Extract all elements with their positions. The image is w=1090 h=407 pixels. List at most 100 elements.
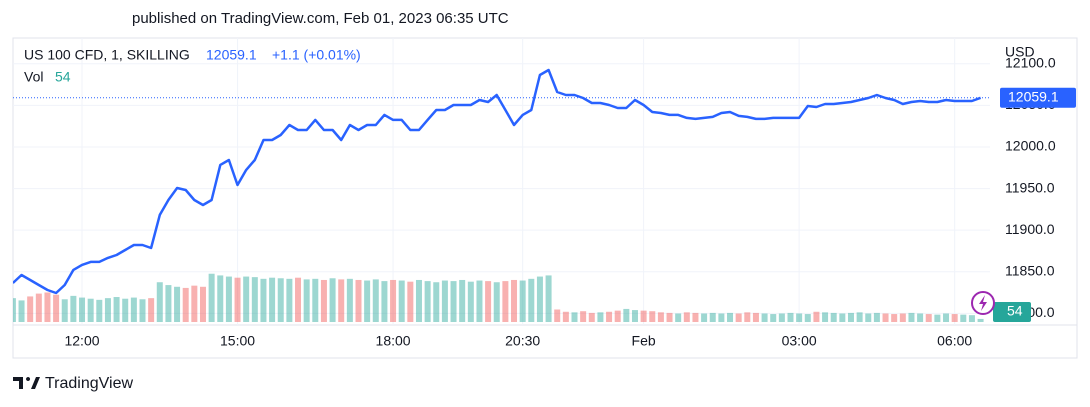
volume-bar [312, 278, 319, 322]
price-label-box [1000, 87, 1076, 108]
volume-bar [424, 281, 431, 322]
volume-bar [174, 286, 181, 322]
y-tick-label: 11950.0 [1005, 179, 1055, 195]
x-tick-label: 15:00 [220, 333, 255, 349]
volume-bar [968, 315, 975, 322]
volume-bar [562, 311, 569, 322]
volume-bar [130, 297, 137, 322]
volume-bar [882, 313, 889, 322]
volume-bar [234, 277, 241, 322]
volume-bar [338, 279, 345, 322]
footer-logo [13, 377, 40, 389]
volume-bar [683, 312, 690, 322]
volume-bar [951, 314, 958, 322]
volume-bar [597, 312, 604, 322]
volume-bar [415, 279, 422, 322]
volume-bar [260, 278, 267, 322]
volume-bar [286, 278, 293, 322]
volume-bar [493, 282, 500, 322]
volume-bar [735, 313, 742, 322]
volume-bar [839, 313, 846, 322]
volume-bar [355, 279, 362, 322]
volume-bar [277, 278, 284, 322]
volume-bar [752, 312, 759, 322]
volume-bar [113, 297, 120, 322]
x-tick-label: Feb [632, 333, 656, 349]
volume-bar [407, 281, 414, 322]
volume-bar [813, 311, 820, 322]
volume-bar [917, 313, 924, 322]
volume-bar [243, 276, 250, 322]
volume-bar [467, 281, 474, 322]
published-note: published on TradingView.com, Feb 01, 20… [132, 10, 509, 27]
volume-bar [657, 312, 664, 322]
last-price: 12059.1 [206, 47, 257, 63]
volume-bar [199, 286, 206, 322]
volume-bar [623, 308, 630, 322]
volume-bar [511, 279, 518, 322]
x-tick-label: 06:00 [937, 333, 972, 349]
currency: USD [1005, 44, 1035, 60]
y-tick-label: 11900.0 [1005, 221, 1055, 237]
volume-legend: Vol [24, 69, 43, 85]
volume-bar [873, 312, 880, 322]
volume-bar [320, 279, 327, 322]
volume-bar [53, 294, 60, 322]
volume-label-box [993, 302, 1031, 322]
volume-bar [666, 312, 673, 322]
volume-bar [251, 277, 258, 322]
volume-bar [701, 313, 708, 322]
price-change: +1.1 (+0.01%) [272, 47, 361, 63]
volume-bar [87, 298, 94, 322]
volume-bar [390, 279, 397, 322]
volume-bar [925, 314, 932, 322]
volume-bar [692, 312, 699, 322]
volume-bar [796, 313, 803, 322]
volume-bar [908, 312, 915, 322]
chart-frame [12, 37, 1078, 359]
volume-bar [571, 312, 578, 322]
volume-bar [614, 310, 621, 322]
volume-bar [502, 281, 509, 322]
x-tick-label: 12:00 [64, 333, 99, 349]
volume-bar [778, 313, 785, 322]
volume-bar [450, 281, 457, 322]
volume-bar [269, 277, 276, 322]
volume-bar [588, 312, 595, 322]
volume-bar [770, 314, 777, 322]
volume-bar [528, 278, 535, 322]
footer-brand: TradingView [45, 375, 133, 392]
volume-bar [960, 314, 967, 322]
x-tick-label: 03:00 [782, 333, 817, 349]
volume-bar [459, 279, 466, 322]
volume-bar [70, 295, 77, 322]
volume-bar [856, 312, 863, 322]
price-label: 12059.1 [1008, 89, 1059, 105]
volume-bar [865, 313, 872, 322]
volume-bar [35, 293, 42, 322]
volume-bar [891, 314, 898, 322]
volume-bar [899, 313, 906, 322]
volume-bar [44, 292, 51, 322]
volume-bar [372, 279, 379, 322]
volume-bar [381, 281, 388, 322]
volume-bar [631, 310, 638, 322]
volume-bar [606, 311, 613, 322]
volume-bar [398, 280, 405, 322]
volume-bar [27, 296, 34, 322]
y-tick-label: 12100.0 [1005, 54, 1056, 70]
y-tick-label: 12000.0 [1005, 138, 1056, 154]
volume-bar [208, 273, 215, 322]
volume-bar [61, 299, 68, 322]
volume-bar [943, 313, 950, 322]
volume-bar [329, 278, 336, 322]
volume-bar [830, 312, 837, 322]
volume-bar [822, 312, 829, 322]
symbol-name: US 100 CFD, 1, SKILLING [24, 47, 190, 63]
volume-bar [519, 280, 526, 322]
volume-bar [536, 276, 543, 322]
volume-bar [433, 282, 440, 322]
volume-bar [934, 314, 941, 322]
volume-bar [554, 309, 561, 322]
